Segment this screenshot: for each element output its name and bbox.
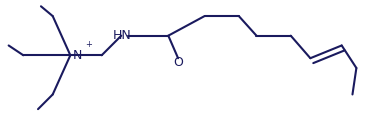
Text: +: + bbox=[86, 40, 92, 49]
Text: N: N bbox=[72, 49, 82, 62]
Text: O: O bbox=[173, 56, 183, 69]
Text: HN: HN bbox=[113, 29, 132, 42]
